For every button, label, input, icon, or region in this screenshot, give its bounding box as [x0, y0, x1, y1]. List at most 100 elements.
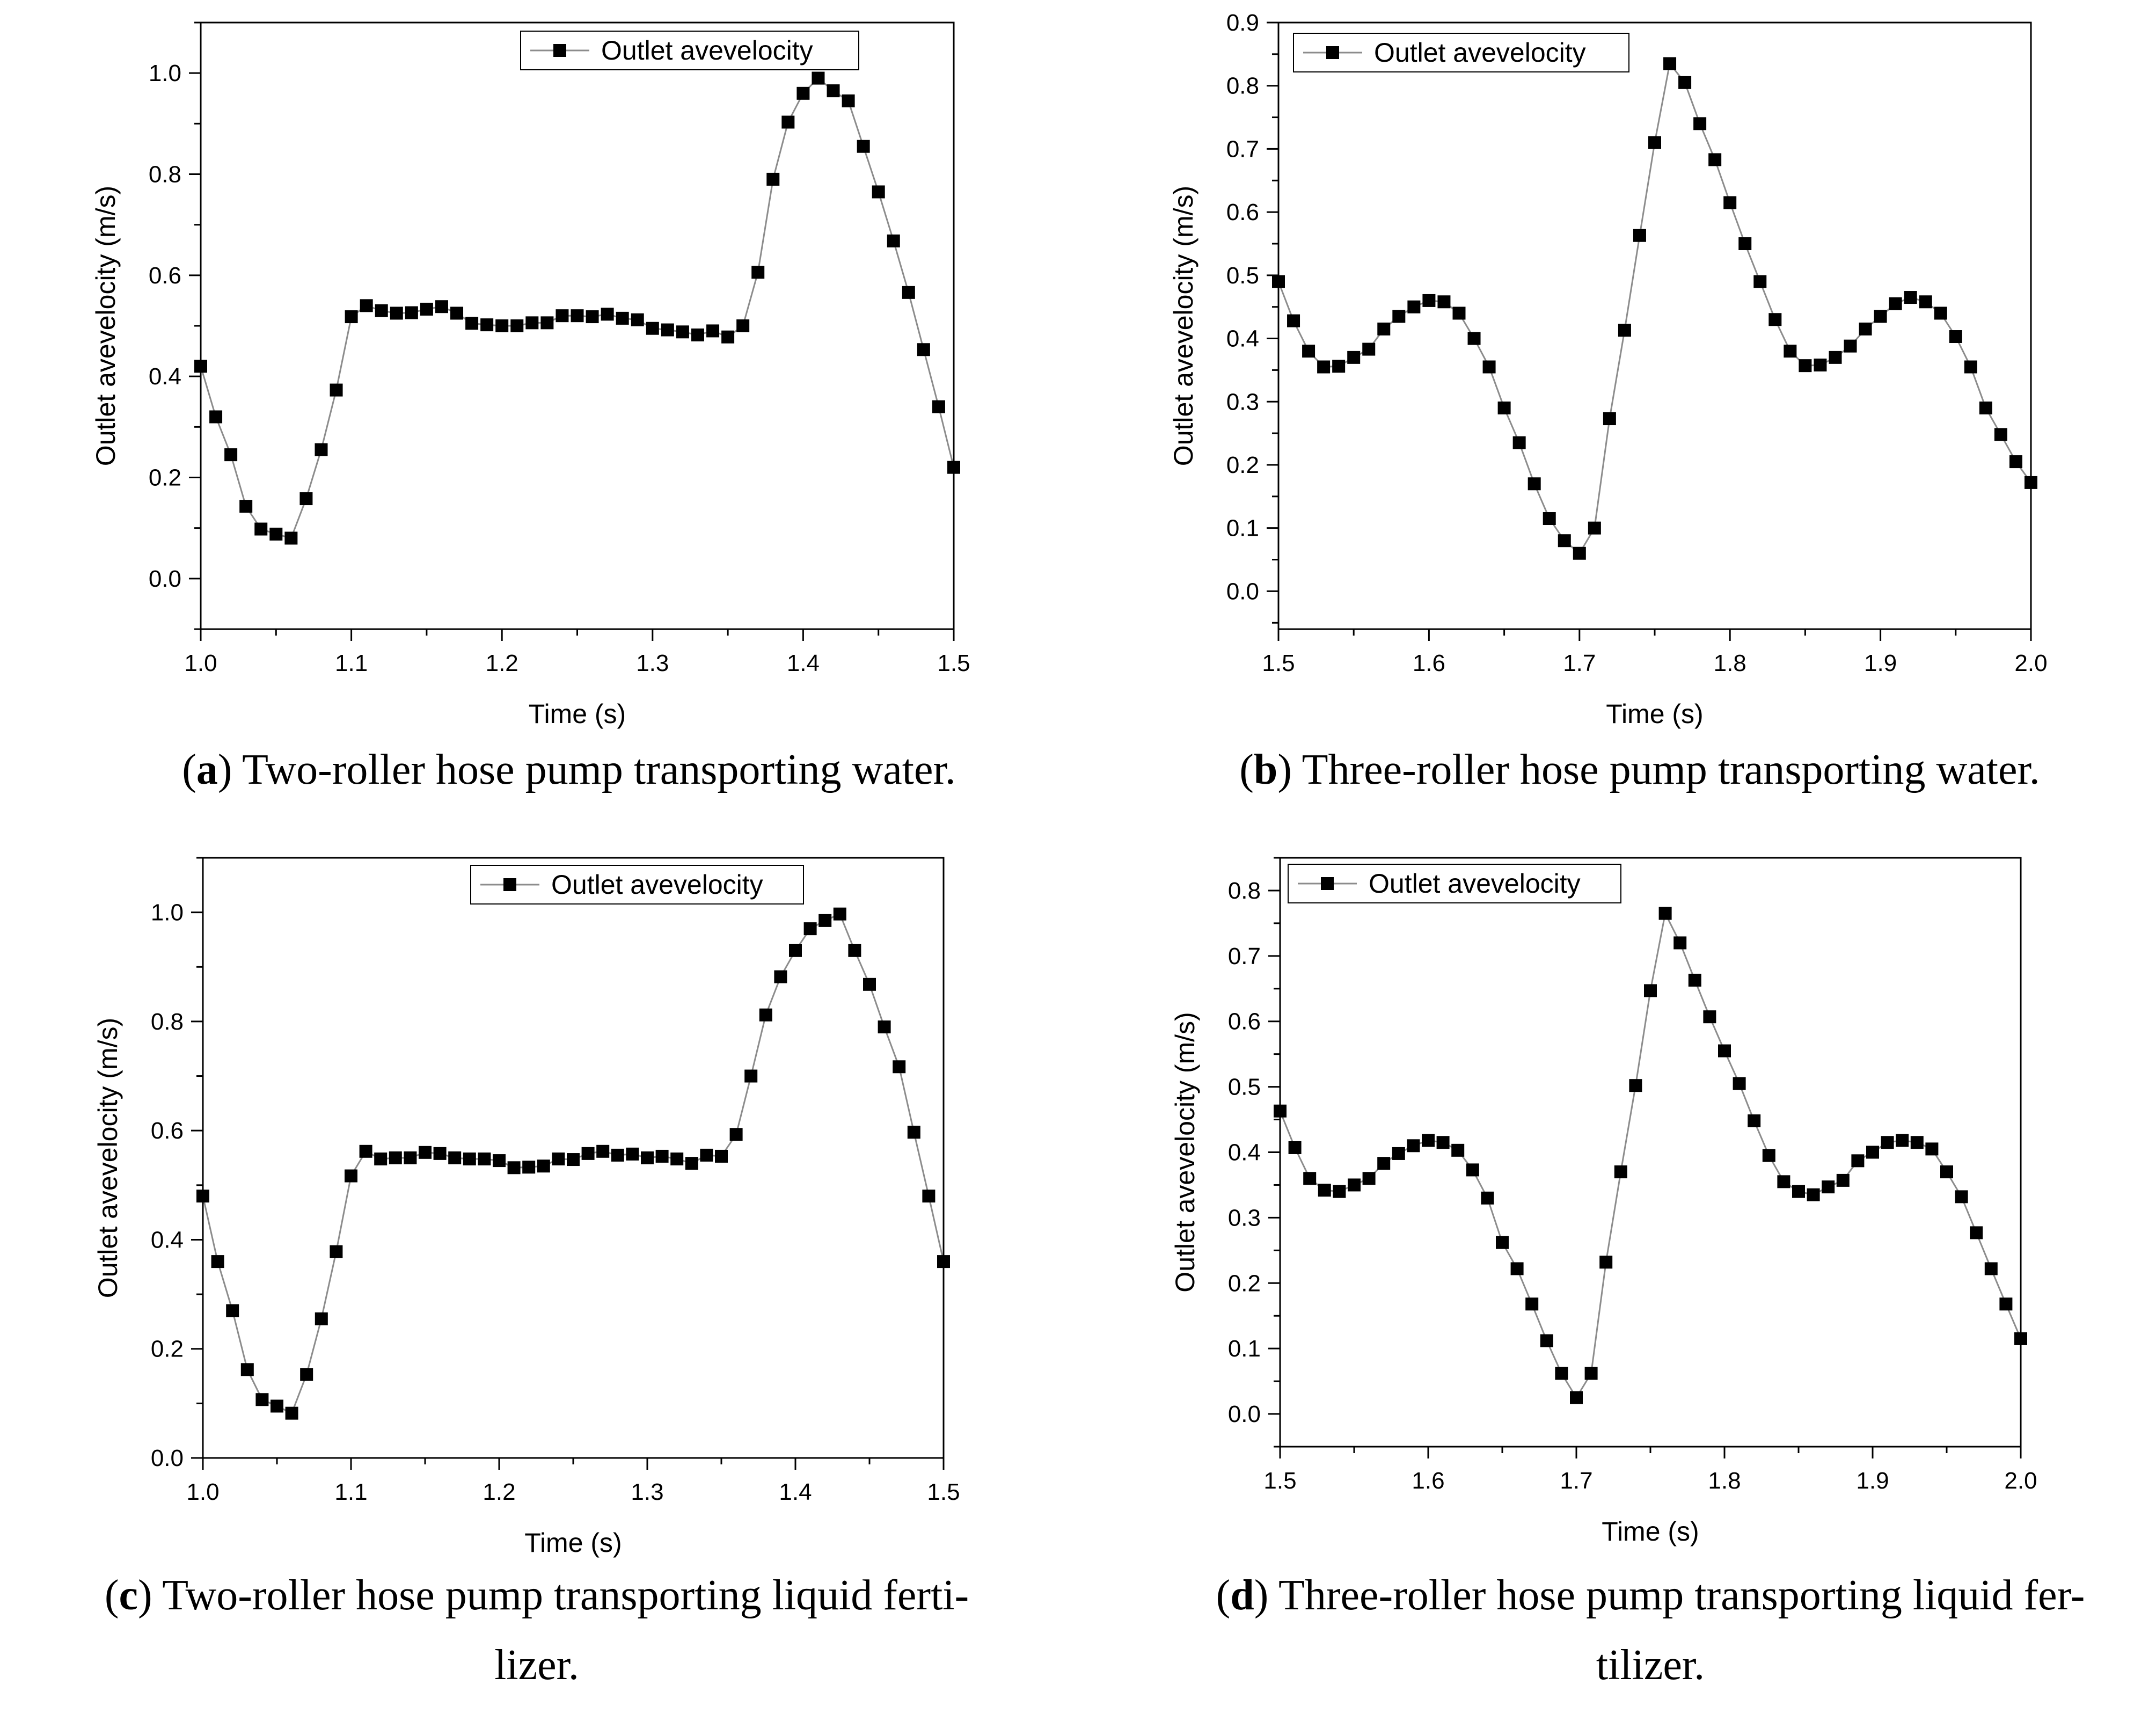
data-point	[848, 944, 861, 957]
data-point	[1407, 300, 1421, 313]
data-point	[1467, 332, 1481, 345]
data-point	[1688, 973, 1701, 987]
data-point	[1999, 1297, 2013, 1311]
data-point	[1718, 1044, 1731, 1057]
data-point	[1829, 351, 1842, 364]
data-point	[1317, 360, 1331, 374]
data-point	[1303, 1172, 1317, 1185]
data-point	[1836, 1173, 1850, 1187]
caption-paren: )	[1277, 746, 1302, 793]
y-tick-label: 0.8	[151, 1009, 184, 1035]
y-tick-label: 0.3	[1228, 1205, 1261, 1231]
data-point	[1451, 1143, 1465, 1157]
data-point	[766, 172, 780, 186]
data-point	[1648, 136, 1661, 149]
data-point	[1543, 512, 1556, 526]
data-point	[706, 324, 720, 338]
y-tick-label: 0.2	[1228, 1270, 1261, 1296]
data-point	[781, 115, 795, 129]
data-point	[586, 310, 599, 324]
y-tick-label: 0.9	[1226, 10, 1259, 36]
data-point	[863, 978, 876, 991]
data-point	[796, 86, 810, 100]
data-point	[1302, 345, 1315, 358]
x-axis-label: Time (s)	[1602, 1516, 1699, 1547]
data-point	[721, 330, 735, 344]
y-tick-label: 0.8	[149, 162, 181, 188]
data-point	[495, 319, 509, 332]
data-point	[1814, 358, 1827, 371]
data-point	[729, 1128, 743, 1141]
y-tick-label: 0.6	[151, 1118, 184, 1144]
data-point	[1762, 1149, 1775, 1162]
data-point	[1525, 1297, 1539, 1311]
y-tick-label: 0.0	[149, 566, 181, 592]
data-point	[641, 1151, 654, 1164]
data-point	[1919, 295, 1932, 309]
data-point	[1844, 339, 1857, 353]
data-point	[611, 1148, 624, 1162]
data-point	[537, 1159, 550, 1173]
data-point	[375, 304, 388, 317]
data-point	[330, 383, 343, 397]
legend-marker	[1326, 46, 1339, 59]
x-tick-label: 1.1	[335, 650, 368, 676]
data-point	[1748, 1114, 1761, 1127]
data-point	[1934, 307, 1947, 320]
x-axis-label: Time (s)	[524, 1528, 622, 1558]
chart-panel-d: 1.5 1.6 1.7 1.8 1.9 2.0 0.0 0.1 0.2 0.3 0.4 0.5 0.6 0…	[1170, 857, 2085, 1689]
x-axis-label: Time (s)	[529, 699, 626, 729]
x-tick-label: 1.0	[184, 650, 217, 676]
y-tick-label: 0.2	[151, 1336, 184, 1362]
data-point	[1984, 1262, 1998, 1275]
caption-paren: (	[182, 746, 196, 793]
figure-caption: tilizer.	[1596, 1642, 1705, 1689]
y-tick-label: 0.6	[149, 262, 181, 289]
x-tick-label: 1.6	[1413, 650, 1445, 676]
data-point	[1496, 1236, 1509, 1249]
caption-letter: d	[1230, 1572, 1254, 1619]
caption-paren: (	[1239, 746, 1254, 793]
data-point	[631, 313, 644, 326]
data-point	[433, 1147, 447, 1160]
data-point	[420, 302, 433, 316]
y-tick-label: 0.7	[1228, 943, 1261, 969]
plot-frame	[1277, 21, 2032, 630]
data-point	[1658, 907, 1672, 920]
legend-marker	[1321, 877, 1334, 890]
data-point	[300, 1368, 313, 1381]
y-tick-label: 0.1	[1228, 1336, 1261, 1362]
data-point	[1723, 196, 1737, 209]
data-point	[1584, 1367, 1598, 1380]
y-tick-label: 1.0	[149, 60, 181, 86]
x-tick-label: 1.2	[486, 650, 518, 676]
y-tick-label: 0.0	[1228, 1401, 1261, 1427]
data-point	[1510, 1262, 1524, 1275]
chart-panel-a: 1.0 1.1 1.2 1.3 1.4 1.5 0.0 0.2 0.4 0.6 0.8 1.0 Time…	[91, 21, 970, 793]
data-point	[833, 907, 846, 921]
data-point	[1407, 1139, 1420, 1153]
x-tick-label: 1.8	[1714, 650, 1746, 676]
y-tick-label: 0.4	[151, 1227, 184, 1253]
legend-label: Outlet avevelocity	[601, 35, 813, 65]
data-point	[556, 309, 569, 323]
data-point	[1708, 153, 1722, 166]
x-tick-label: 1.5	[1263, 1468, 1296, 1494]
y-axis-label: Outlet avevelocity (m/s)	[1170, 1012, 1200, 1292]
y-tick-label: 0.8	[1228, 878, 1261, 904]
data-point	[1896, 1134, 1909, 1147]
data-point	[390, 307, 403, 320]
data-point	[842, 94, 855, 107]
data-point	[239, 500, 253, 513]
data-point	[1733, 1077, 1746, 1090]
y-tick-label: 0.2	[1226, 452, 1259, 478]
legend-box	[470, 865, 804, 905]
y-tick-label: 0.5	[1228, 1074, 1261, 1100]
chart-panel-c: 1.0 1.1 1.2 1.3 1.4 1.5 0.0 0.2 0.4 0.6 0.8 1.0 Time…	[93, 857, 969, 1689]
plot-frame	[1279, 857, 2022, 1448]
y-tick-label: 0.2	[149, 465, 181, 491]
data-point	[1738, 237, 1752, 250]
data-point	[540, 316, 554, 330]
data-point	[196, 1190, 209, 1203]
data-point	[1466, 1163, 1479, 1177]
